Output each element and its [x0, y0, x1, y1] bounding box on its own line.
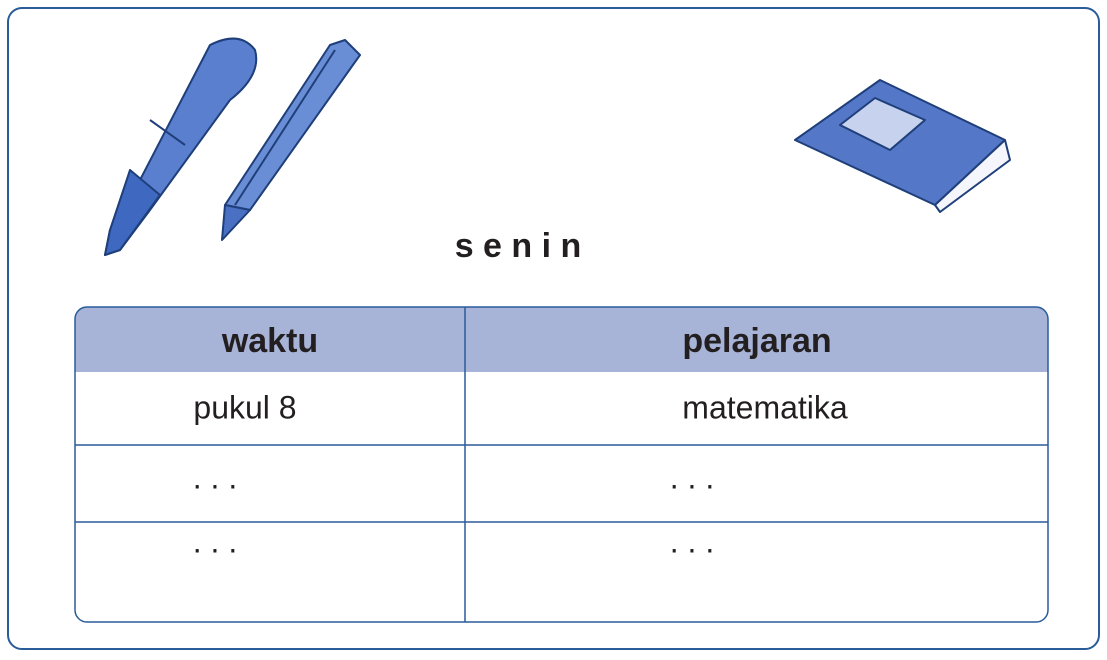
table-cell: . . .: [670, 459, 714, 495]
table-cell: matematika: [682, 389, 848, 425]
table-cell: . . .: [193, 459, 237, 495]
header-cell: waktu: [221, 322, 318, 360]
table-header-band: [75, 307, 1048, 372]
pencil-illustration: [221, 39, 361, 241]
title: s e n i n: [455, 227, 582, 265]
table-border: [74, 306, 1049, 623]
pen-illustration: [104, 37, 258, 256]
table-cell: pukul 8: [193, 389, 296, 425]
table-cell: . . .: [670, 523, 714, 559]
book-illustration: [794, 79, 1011, 213]
table-cell: . . .: [193, 523, 237, 559]
header-cell: pelajaran: [682, 322, 831, 360]
